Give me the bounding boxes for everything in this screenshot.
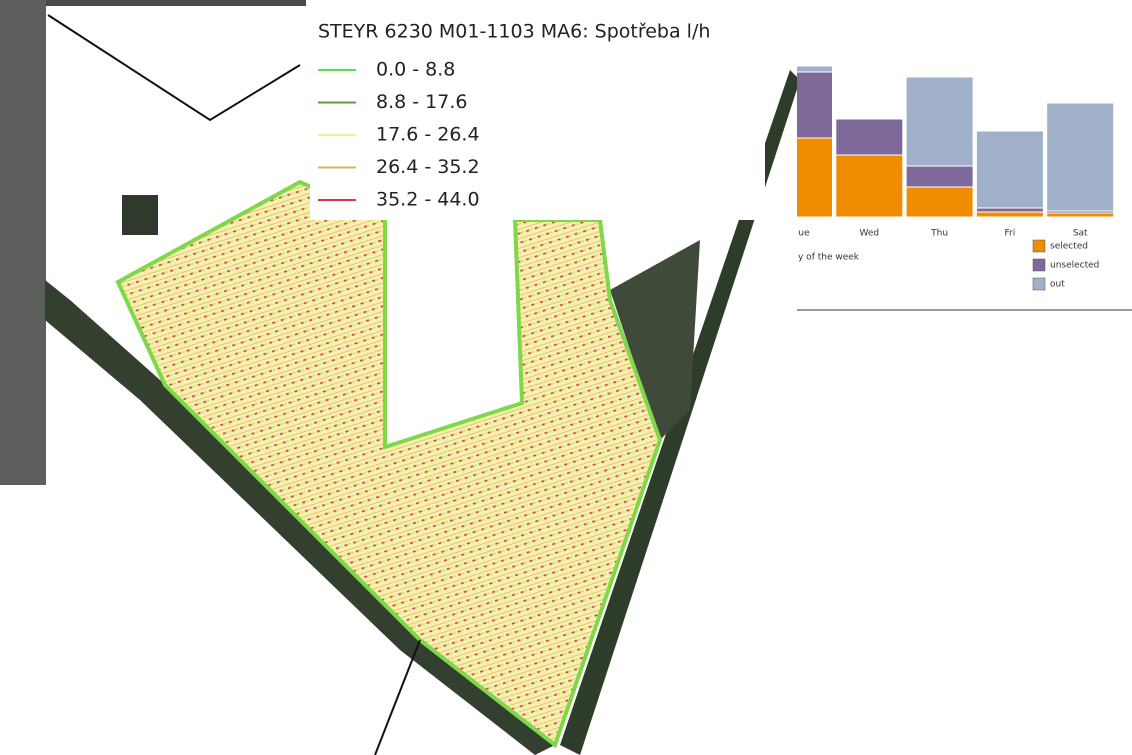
x-tick-label: Wed: [859, 229, 879, 239]
legend-label: selected: [1050, 242, 1088, 252]
bar-segment: [975, 211, 1044, 218]
map-legend: STEYR 6230 M01-1103 MA6: Spotřeba l/h 0.…: [310, 14, 765, 220]
legend-label: 17.6 - 26.4: [376, 124, 480, 146]
building: [122, 195, 158, 235]
chart: ue Wed Thu Fri Sat y of the week selected unsel…: [797, 65, 1115, 291]
bar-segment: [1046, 212, 1115, 218]
legend-box: [310, 14, 765, 220]
map: [0, 0, 800, 755]
legend-swatch: [1032, 239, 1046, 253]
bar-segment: [1046, 102, 1115, 212]
map-tile: [0, 0, 46, 485]
x-tick-label: Fri: [1005, 229, 1016, 239]
field-edge: [610, 240, 700, 440]
legend-swatch: [1032, 258, 1046, 272]
bar-segment: [835, 118, 904, 156]
x-axis-label: y of the week: [798, 253, 860, 263]
legend-label: 8.8 - 17.6: [376, 91, 467, 113]
inset-chart: ue Wed Thu Fri Sat y of the week selected unsel…: [797, 60, 1132, 311]
road: [45, 280, 555, 755]
x-tick-label: Thu: [930, 229, 948, 239]
field: [115, 179, 663, 749]
legend-label: out: [1050, 280, 1065, 290]
bar-segment: [975, 207, 1044, 213]
legend-label: 35.2 - 44.0: [376, 189, 480, 211]
x-tick-label: ue: [798, 229, 810, 239]
bar-segment: [835, 154, 904, 218]
bar-segment: [797, 65, 833, 73]
bar-segment: [905, 165, 974, 188]
bar-segment: [905, 76, 974, 167]
legend-label: 0.0 - 8.8: [376, 59, 455, 81]
legend-swatch: [1032, 277, 1046, 291]
boundary-line: [374, 639, 421, 755]
legend-label: 26.4 - 35.2: [376, 156, 480, 178]
map-tile: [46, 0, 306, 6]
boundary-line: [47, 14, 301, 122]
bar-segment: [905, 186, 974, 218]
legend-title: STEYR 6230 M01-1103 MA6: Spotřeba l/h: [318, 21, 710, 43]
legend-label: unselected: [1050, 261, 1099, 271]
bar-segment: [797, 71, 833, 139]
bar-segment: [975, 130, 1044, 209]
x-tick-label: Sat: [1073, 229, 1088, 239]
